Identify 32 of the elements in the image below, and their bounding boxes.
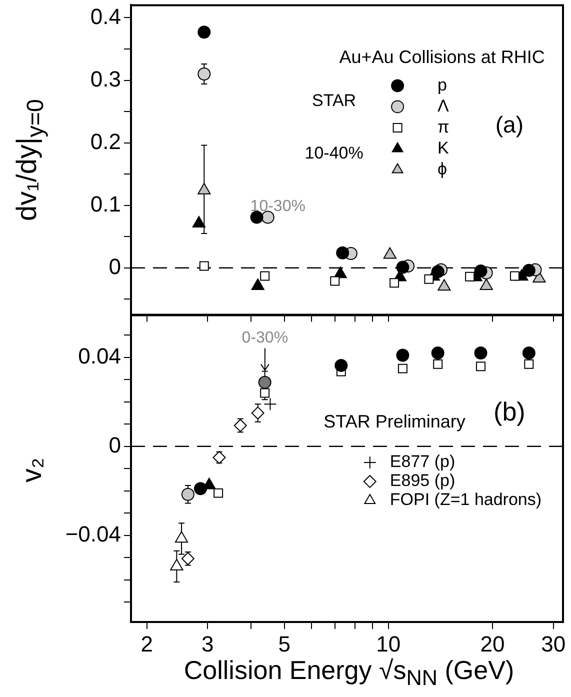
annotation: (a) <box>495 111 524 138</box>
legend-label: K <box>438 138 450 158</box>
y-tick-label: 0 <box>108 254 121 279</box>
y-tick-label: 0 <box>108 432 121 458</box>
legend-label: Λ <box>438 96 450 116</box>
x-axis-title: Collision Energy √s$_{NN}$ (GeV) <box>182 655 516 692</box>
y-tick-label: 0.1 <box>90 191 121 216</box>
legend-label: E895 (p) <box>390 471 456 490</box>
y-tick-label: 0.3 <box>90 66 121 92</box>
annotation: (b) <box>494 396 526 427</box>
annotation: 10-30% <box>250 198 306 215</box>
x-tick-label: 3 <box>202 631 214 656</box>
x-tick-label: 2 <box>140 631 153 656</box>
legend-label: p <box>438 75 448 94</box>
annotation: STAR Preliminary <box>324 412 466 432</box>
annotation: Au+Au Collisions at RHIC <box>339 46 545 67</box>
y-tick-label: −0.04 <box>65 521 121 546</box>
annotation: 10-40% <box>304 143 364 162</box>
y-tick-label: 0.04 <box>78 344 121 369</box>
legend-label: ϕ <box>438 159 448 178</box>
legend-label: E877 (p) <box>390 452 456 472</box>
x-tick-label: 30 <box>541 631 566 656</box>
annotation: STAR <box>312 90 356 110</box>
y-axis-title: v₂ <box>16 458 48 482</box>
y-tick-label: 0.4 <box>90 4 121 29</box>
legend-label: FOPI (Z=1 hadrons) <box>390 490 542 510</box>
y-tick-label: 0.2 <box>90 128 121 154</box>
annotation: 0-30% <box>242 330 288 347</box>
x-tick-label: 5 <box>278 631 290 656</box>
x-tick-label: 10 <box>376 631 401 656</box>
x-tick-label: 20 <box>480 631 505 656</box>
legend-label: π <box>438 117 450 136</box>
